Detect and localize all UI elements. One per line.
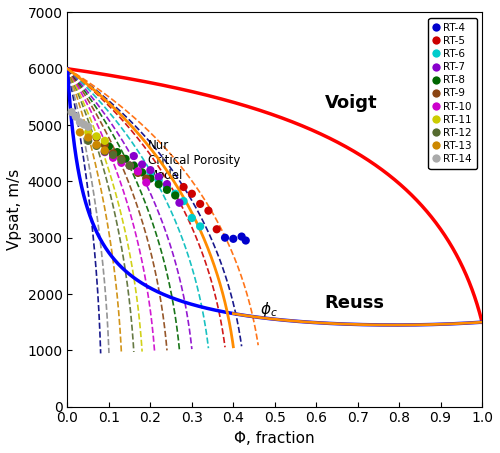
Point — [154, 181, 162, 188]
Point — [163, 181, 171, 188]
Point — [113, 149, 121, 156]
Point — [80, 121, 88, 128]
Point — [142, 179, 150, 186]
Point — [230, 235, 237, 242]
Point — [212, 226, 220, 233]
Point — [72, 113, 80, 120]
Point — [118, 156, 126, 164]
Point — [138, 161, 146, 168]
Point — [109, 151, 117, 159]
Point — [154, 173, 162, 180]
X-axis label: Φ, fraction: Φ, fraction — [234, 431, 315, 446]
Point — [101, 149, 109, 156]
Point — [101, 148, 109, 155]
Point — [109, 149, 117, 157]
Point — [180, 198, 188, 205]
Point — [126, 162, 134, 169]
Point — [172, 192, 179, 199]
Point — [92, 134, 100, 141]
Point — [92, 141, 100, 149]
Point — [122, 155, 130, 163]
Point — [84, 137, 92, 145]
Point — [68, 109, 76, 116]
Point — [101, 147, 109, 154]
Point — [163, 186, 171, 193]
Point — [188, 190, 196, 198]
Point — [130, 152, 138, 159]
Text: Reuss: Reuss — [324, 294, 384, 312]
Point — [84, 134, 92, 141]
Point — [146, 175, 154, 182]
Point — [126, 162, 134, 169]
Point — [76, 129, 84, 136]
Point — [138, 169, 146, 176]
Legend: RT-4, RT-5, RT-6, RT-7, RT-8, RT-9, RT-10, RT-11, RT-12, RT-13, RT-14: RT-4, RT-5, RT-6, RT-7, RT-8, RT-9, RT-1… — [428, 18, 477, 169]
Point — [180, 183, 188, 191]
Point — [84, 123, 92, 130]
Point — [92, 142, 100, 149]
Point — [118, 159, 126, 166]
Text: $\phi_c$: $\phi_c$ — [260, 300, 278, 319]
Point — [172, 190, 179, 198]
Point — [92, 133, 100, 140]
Text: Nur
Critical Porosity
Model: Nur Critical Porosity Model — [148, 139, 240, 182]
Point — [109, 154, 117, 161]
Point — [134, 168, 142, 175]
Point — [188, 214, 196, 222]
Point — [196, 200, 204, 207]
Point — [130, 162, 138, 169]
Y-axis label: Vpsat, m/s: Vpsat, m/s — [7, 169, 22, 250]
Point — [105, 143, 113, 150]
Point — [126, 162, 134, 169]
Point — [142, 175, 150, 182]
Point — [242, 237, 250, 244]
Text: Voigt: Voigt — [324, 94, 377, 112]
Point — [204, 207, 212, 214]
Point — [154, 177, 162, 184]
Point — [176, 199, 184, 207]
Point — [238, 233, 246, 240]
Point — [101, 141, 109, 149]
Point — [163, 183, 171, 191]
Point — [84, 129, 92, 136]
Point — [118, 155, 126, 163]
Point — [196, 223, 204, 230]
Point — [134, 169, 142, 177]
Point — [221, 234, 229, 241]
Point — [146, 169, 154, 177]
Point — [146, 167, 154, 174]
Point — [101, 137, 109, 145]
Point — [76, 119, 84, 126]
